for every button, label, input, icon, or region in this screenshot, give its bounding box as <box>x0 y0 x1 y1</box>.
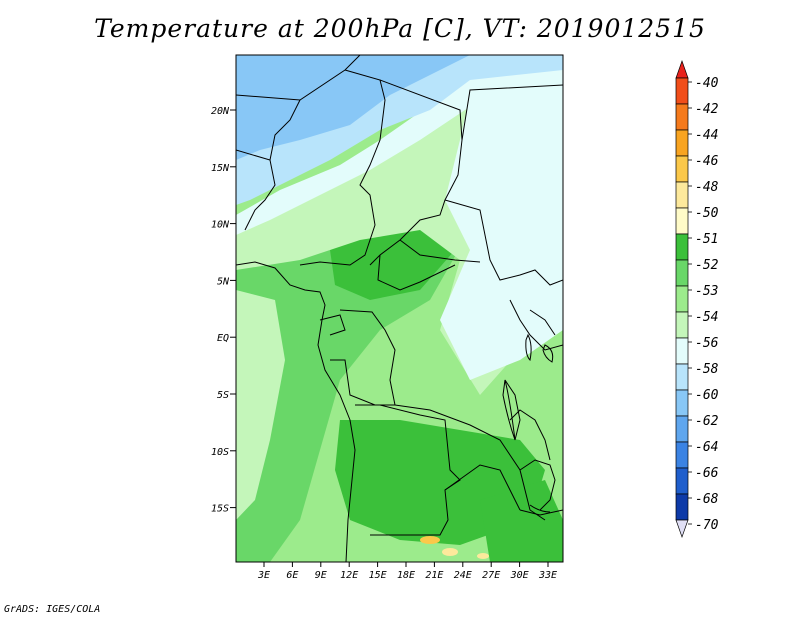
colorbar-swatch <box>675 233 689 261</box>
lon-tick-label: 18E <box>397 570 415 581</box>
colorbar-label: -58 <box>695 362 719 377</box>
lon-tick-label: 30E <box>510 570 529 581</box>
lon-tick-label: 12E <box>340 570 358 581</box>
lat-tick-label: 10S <box>211 447 229 458</box>
lat-tick-label: 5S <box>217 390 229 401</box>
colorbar-label: -40 <box>695 76 719 91</box>
colorbar-label: -64 <box>695 440 718 455</box>
colorbar-swatch <box>675 493 689 521</box>
colorbar-swatch <box>675 441 689 469</box>
colorbar-label: -60 <box>695 388 719 403</box>
map-frame <box>235 54 564 563</box>
lon-tick-label: 27E <box>482 570 500 581</box>
grads-credit: GrADS: IGES/COLA <box>4 604 101 615</box>
lat-tick-label: 20N <box>211 106 230 117</box>
colorbar-swatch <box>675 259 689 287</box>
colorbar-swatch <box>675 155 689 183</box>
lon-tick-label: 21E <box>425 570 443 581</box>
colorbar-swatch <box>675 415 689 443</box>
field-band-56-north <box>236 55 563 235</box>
colorbar-label: -46 <box>695 154 719 169</box>
colorbar-label: -68 <box>695 492 719 507</box>
colorbar-bottom-arrow <box>675 519 689 539</box>
lat-tick-label: 5N <box>217 276 230 287</box>
lon-tick-label: 15E <box>369 570 387 581</box>
lon-tick-label: 6E <box>286 570 298 581</box>
lon-tick-label: 24E <box>454 570 472 581</box>
field-band-56-east <box>440 85 563 380</box>
colorbar-label: -52 <box>695 258 719 273</box>
colorbar-swatch <box>675 389 689 417</box>
colorbar-swatch <box>675 311 689 339</box>
lon-tick-label: 33E <box>538 570 557 581</box>
colorbar-label: -56 <box>695 336 719 351</box>
colorbar-swatch <box>675 207 689 235</box>
colorbar-swatch <box>675 129 689 157</box>
field-patch-52-c <box>480 480 563 562</box>
colorbar-label: -62 <box>695 414 719 429</box>
colorbar-label: -70 <box>695 518 719 533</box>
country-borders <box>236 55 563 562</box>
colorbar-label: -54 <box>695 310 718 325</box>
field-band-54-west <box>236 290 285 520</box>
longitude-axis: 3E 6E 9E 12E 15E 18E 21E 24E 27E 30E 33E <box>257 562 557 581</box>
lat-tick-label: EQ <box>217 333 229 344</box>
field-patch-50-b <box>442 548 458 556</box>
colorbar-swatch <box>675 363 689 391</box>
field-patch-50-a <box>420 536 440 544</box>
lat-tick-label: 15N <box>211 163 230 174</box>
lakes <box>502 333 554 513</box>
latitude-axis: 20N 15N 10N 5N EQ 5S 10S 15S <box>211 106 236 515</box>
colorbar-swatch <box>675 467 689 495</box>
lake-outline <box>529 504 551 513</box>
colorbar: -40 -42 -44 -46 -48 -50 -51 -52 -53 -54 -56 -58 -60 -… <box>675 59 719 539</box>
field-band-60 <box>236 55 470 160</box>
chart-title: Temperature at 200hPa [C], VT: 201901251… <box>94 14 706 43</box>
temperature-field <box>236 55 563 562</box>
lake-outline <box>525 333 532 362</box>
colorbar-label: -50 <box>695 206 719 221</box>
lon-tick-label: 3E <box>257 570 270 581</box>
lake-outline <box>502 379 516 441</box>
lat-tick-label: 15S <box>211 504 229 515</box>
colorbar-label: -53 <box>695 284 718 299</box>
colorbar-label: -48 <box>695 180 719 195</box>
lake-outline <box>542 344 554 363</box>
colorbar-label: -66 <box>695 466 719 481</box>
colorbar-swatch <box>675 103 689 131</box>
colorbar-label: -44 <box>695 128 718 143</box>
colorbar-swatch <box>675 285 689 313</box>
colorbar-label: -42 <box>695 102 719 117</box>
colorbar-swatch <box>675 181 689 209</box>
colorbar-swatch <box>675 77 689 105</box>
lon-tick-label: 9E <box>315 570 327 581</box>
lat-tick-label: 10N <box>211 220 230 231</box>
colorbar-label: -51 <box>695 232 718 247</box>
colorbar-swatch <box>675 337 689 365</box>
field-patch-50-c <box>477 553 489 559</box>
colorbar-top-arrow <box>675 59 689 79</box>
